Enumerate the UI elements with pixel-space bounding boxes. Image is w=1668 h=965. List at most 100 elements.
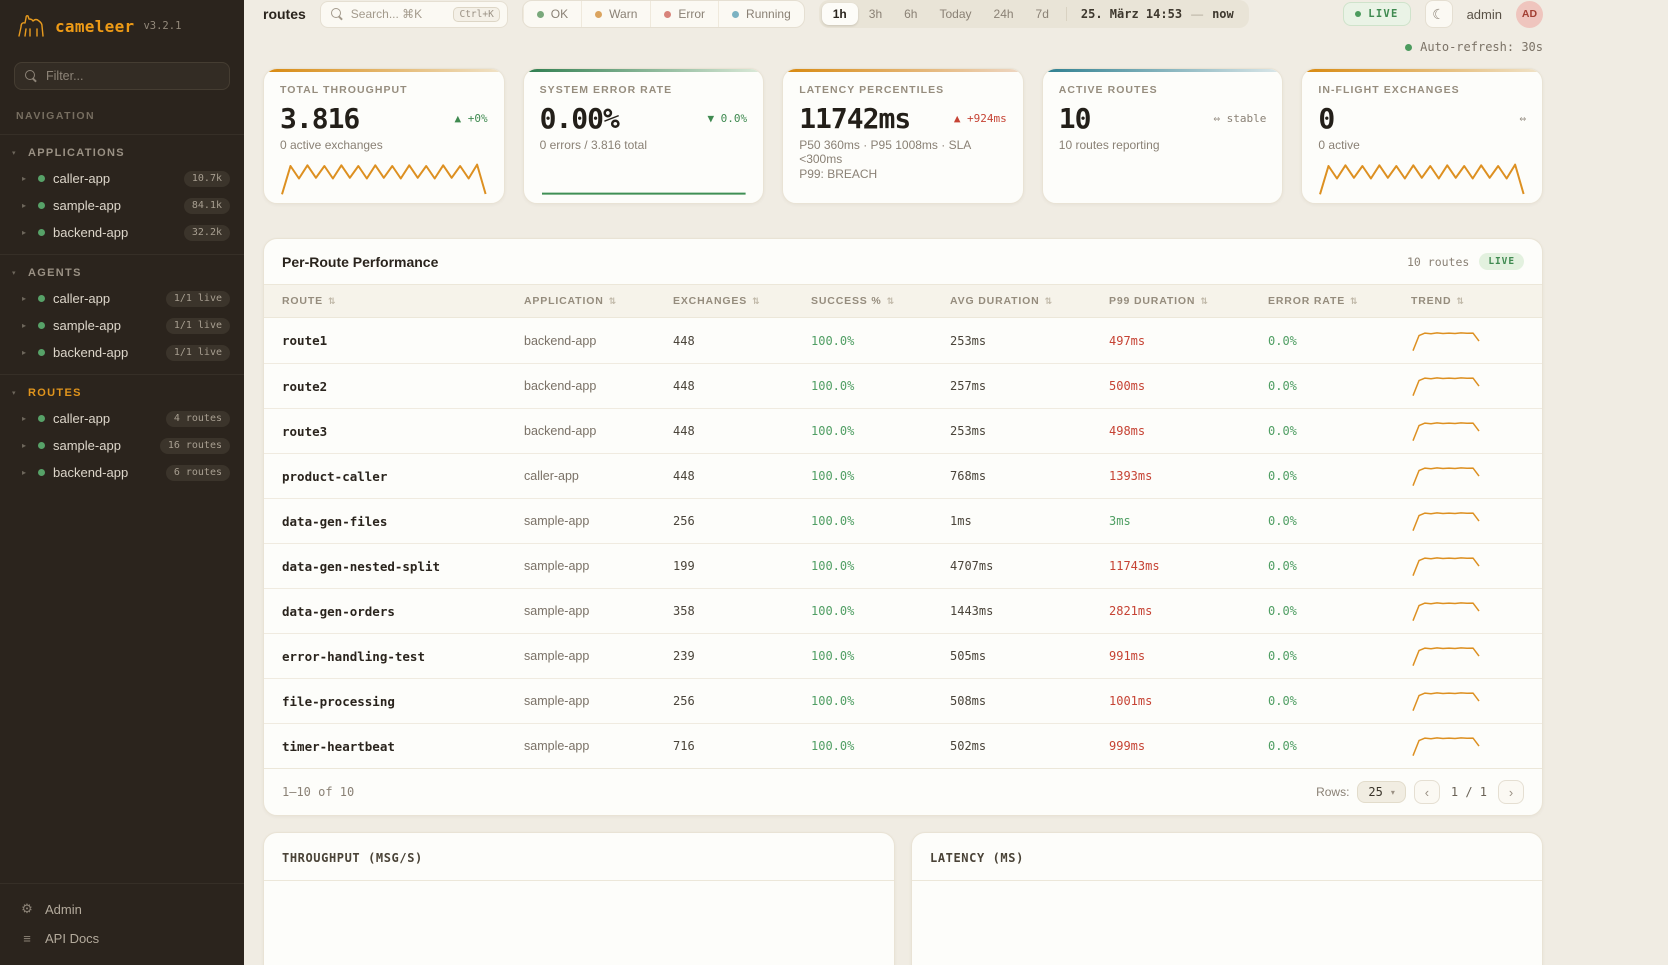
- cell-success: 100.0%: [811, 469, 855, 483]
- cell-route: timer-heartbeat: [282, 738, 395, 754]
- count-badge: 1/1 live: [165, 317, 230, 334]
- sidebar-item-agent[interactable]: ▸ caller-app 1/1 live: [0, 285, 244, 312]
- column-header[interactable]: SUCCESS % ⇅: [811, 295, 895, 307]
- cell-avg-duration: 502ms: [950, 739, 987, 753]
- sidebar-item-agent[interactable]: ▸ sample-app 1/1 live: [0, 312, 244, 339]
- search-input[interactable]: [350, 7, 447, 21]
- card-accent-bar: [783, 69, 1023, 72]
- rows-per-page-select[interactable]: 25 ▾: [1357, 781, 1406, 803]
- sort-icon: ⇅: [886, 295, 895, 306]
- time-range-button[interactable]: Today: [928, 3, 982, 25]
- column-header[interactable]: ROUTE ⇅: [282, 295, 337, 307]
- cell-application: backend-app: [524, 333, 597, 348]
- time-range-button[interactable]: 3h: [858, 3, 893, 25]
- table-row[interactable]: product-caller caller-app 448 100.0% 768…: [264, 453, 1542, 498]
- column-header[interactable]: TREND ⇅: [1411, 295, 1465, 307]
- column-header[interactable]: EXCHANGES ⇅: [673, 295, 761, 307]
- column-header[interactable]: AVG DURATION ⇅: [950, 295, 1053, 307]
- table-row[interactable]: route3 backend-app 448 100.0% 253ms 498m…: [264, 408, 1542, 453]
- caret-right-icon: ▸: [22, 414, 27, 423]
- search-icon: [330, 7, 344, 21]
- cell-p99-duration: 991ms: [1109, 649, 1146, 663]
- table-row[interactable]: error-handling-test sample-app 239 100.0…: [264, 633, 1542, 678]
- table-row[interactable]: file-processing sample-app 256 100.0% 50…: [264, 678, 1542, 723]
- trend-sparkline: [1412, 331, 1480, 351]
- sidebar-item-admin[interactable]: ⚙ Admin: [21, 901, 82, 917]
- table-row[interactable]: data-gen-files sample-app 256 100.0% 1ms…: [264, 498, 1542, 543]
- cell-success: 100.0%: [811, 514, 855, 528]
- sidebar-item-route-group[interactable]: ▸ caller-app 4 routes: [0, 405, 244, 432]
- trend-sparkline: [1412, 557, 1480, 576]
- sidebar-item-application[interactable]: ▸ caller-app 10.7k: [0, 165, 244, 192]
- topbar: routes Ctrl+K OK Warn Error: [263, 0, 1543, 28]
- cell-error-rate: 0.0%: [1268, 739, 1297, 753]
- refresh-dot: [1405, 43, 1413, 51]
- section-header-applications[interactable]: ▾ APPLICATIONS: [12, 147, 125, 159]
- cell-avg-duration: 505ms: [950, 649, 987, 663]
- time-range-button[interactable]: 24h: [983, 3, 1025, 25]
- sidebar-item-application[interactable]: ▸ backend-app 32.2k: [0, 219, 244, 246]
- table-body: route1 backend-app 448 100.0% 253ms 497m…: [264, 318, 1542, 768]
- trend-sparkline: [1412, 467, 1480, 486]
- bottom-charts: THROUGHPUT (MSG/S) LATENCY (MS): [263, 832, 1543, 965]
- cell-avg-duration: 1ms: [950, 514, 972, 528]
- cell-route: file-processing: [282, 693, 395, 709]
- cell-p99-duration: 11743ms: [1109, 559, 1160, 573]
- status-filter-chip[interactable]: Running: [718, 1, 804, 27]
- chart-title: THROUGHPUT (MSG/S): [282, 851, 423, 865]
- section-header-routes[interactable]: ▾ ROUTES: [12, 387, 82, 399]
- table-row[interactable]: route2 backend-app 448 100.0% 257ms 500m…: [264, 363, 1542, 408]
- cell-p99-duration: 1001ms: [1109, 694, 1153, 708]
- time-display[interactable]: 25. März 14:53 — now: [1065, 7, 1246, 21]
- cell-application: sample-app: [524, 739, 590, 753]
- sidebar-item-route-group[interactable]: ▸ backend-app 6 routes: [0, 459, 244, 486]
- table-footer: 1–10 of 10 Rows: 25 ▾ ‹ 1 / 1 ›: [264, 768, 1542, 815]
- table-row[interactable]: data-gen-nested-split sample-app 199 100…: [264, 543, 1542, 588]
- kpi-delta: ▼ 0.0%: [707, 112, 748, 125]
- next-page-button[interactable]: ›: [1498, 780, 1524, 804]
- cell-application: sample-app: [524, 694, 590, 708]
- caret-right-icon: ▸: [22, 441, 27, 450]
- sidebar-item-label: caller-app: [53, 171, 111, 186]
- table-row[interactable]: route1 backend-app 448 100.0% 253ms 497m…: [264, 318, 1542, 363]
- column-header[interactable]: ERROR RATE ⇅: [1268, 295, 1359, 307]
- status-dot: [664, 10, 672, 18]
- cell-p99-duration: 497ms: [1109, 333, 1146, 348]
- cell-success: 100.0%: [811, 333, 855, 348]
- sidebar-item-route-group[interactable]: ▸ sample-app 16 routes: [0, 432, 244, 459]
- caret-down-icon: ▾: [12, 270, 16, 277]
- logo[interactable]: cameleer v3.2.1: [0, 0, 244, 52]
- caret-right-icon: ▸: [22, 201, 27, 210]
- cell-application: caller-app: [524, 469, 579, 483]
- time-range-button[interactable]: 7d: [1025, 3, 1060, 25]
- filter-input[interactable]: [46, 69, 219, 83]
- column-header[interactable]: APPLICATION ⇅: [524, 295, 618, 307]
- global-search[interactable]: Ctrl+K: [319, 0, 508, 28]
- live-toggle[interactable]: LIVE: [1343, 2, 1411, 26]
- column-header[interactable]: P99 DURATION ⇅: [1109, 295, 1209, 307]
- caret-right-icon: ▸: [22, 294, 27, 303]
- sidebar-item-application[interactable]: ▸ sample-app 84.1k: [0, 192, 244, 219]
- section-header-agents[interactable]: ▾ AGENTS: [12, 267, 82, 279]
- sidebar-item-agent[interactable]: ▸ backend-app 1/1 live: [0, 339, 244, 366]
- dark-mode-toggle[interactable]: ☾: [1424, 0, 1453, 28]
- kpi-subtitle-2: P99: BREACH: [799, 167, 878, 181]
- kpi-cards: TOTAL THROUGHPUT 3.816 ▲ +0% 0 active ex…: [263, 68, 1543, 204]
- sidebar-item-api-docs[interactable]: ≡ API Docs: [0, 924, 244, 953]
- status-filter-chip[interactable]: Error: [650, 1, 718, 27]
- table-row[interactable]: timer-heartbeat sample-app 716 100.0% 50…: [264, 723, 1542, 768]
- status-filter-chip[interactable]: Warn: [581, 1, 650, 27]
- time-range-button[interactable]: 6h: [893, 3, 928, 25]
- sidebar-filter[interactable]: [14, 62, 230, 90]
- table-row[interactable]: data-gen-orders sample-app 358 100.0% 14…: [264, 588, 1542, 633]
- avatar[interactable]: AD: [1516, 0, 1543, 28]
- status-dot: [38, 415, 45, 422]
- cell-exchanges: 358: [673, 604, 695, 618]
- cell-application: backend-app: [524, 379, 597, 393]
- caret-right-icon: ▸: [22, 228, 27, 237]
- caret-down-icon: ▾: [12, 150, 16, 157]
- prev-page-button[interactable]: ‹: [1413, 780, 1440, 804]
- time-range-button[interactable]: 1h: [821, 3, 858, 25]
- cell-error-rate: 0.0%: [1268, 604, 1297, 618]
- status-filter-chip[interactable]: OK: [522, 1, 581, 27]
